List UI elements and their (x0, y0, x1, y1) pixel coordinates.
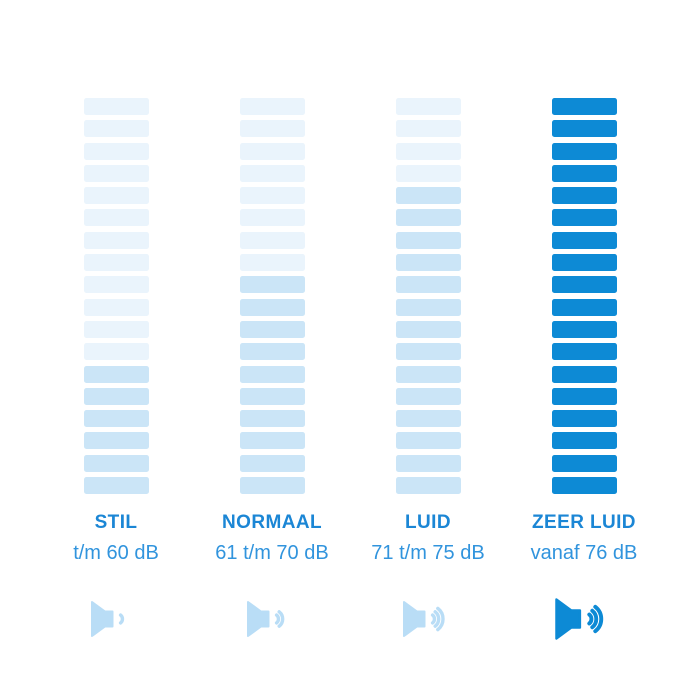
level-segment (551, 387, 617, 405)
level-segment (239, 254, 305, 272)
level-segment (239, 231, 305, 249)
level-column: LUID 71 t/m 75 dB (350, 98, 506, 642)
level-segment (239, 477, 305, 495)
speaker-volume-1-icon (86, 596, 146, 642)
level-segment (83, 387, 149, 405)
level-segment (83, 254, 149, 272)
level-segment (551, 276, 617, 294)
speaker-volume-2-icon (242, 596, 302, 642)
level-segment (395, 187, 461, 205)
level-column: NORMAAL 61 t/m 70 dB (194, 98, 350, 642)
level-segment (551, 254, 617, 272)
segment-stack (83, 98, 149, 495)
level-segment (83, 120, 149, 138)
level-segment (395, 254, 461, 272)
level-segment (83, 432, 149, 450)
level-segment (395, 142, 461, 160)
segment-stack (239, 98, 305, 495)
level-column: STIL t/m 60 dB (38, 98, 194, 642)
level-segment (395, 298, 461, 316)
level-segment (83, 164, 149, 182)
level-column: ZEER LUID vanaf 76 dB (506, 98, 662, 642)
level-segment (239, 343, 305, 361)
level-segment (551, 120, 617, 138)
level-segment (239, 209, 305, 227)
level-segment (239, 98, 305, 115)
level-segment (395, 320, 461, 338)
level-segment (239, 187, 305, 205)
level-segment (83, 187, 149, 205)
level-segment (83, 343, 149, 361)
level-segment (551, 477, 617, 495)
level-segment (551, 365, 617, 383)
levels-row: STIL t/m 60 dB NORMAAL 61 t/m 70 dB LUID… (38, 98, 662, 642)
level-range: 71 t/m 75 dB (371, 542, 485, 565)
level-segment (395, 410, 461, 428)
level-segment (239, 164, 305, 182)
level-segment (239, 410, 305, 428)
segment-stack (395, 98, 461, 495)
level-segment (551, 298, 617, 316)
level-segment (239, 365, 305, 383)
level-segment (395, 120, 461, 138)
level-title: NORMAAL (222, 512, 322, 534)
level-segment (83, 276, 149, 294)
segment-stack (551, 98, 617, 495)
level-title: ZEER LUID (532, 512, 636, 534)
level-segment (83, 477, 149, 495)
level-segment (239, 298, 305, 316)
level-segment (551, 410, 617, 428)
level-segment (551, 164, 617, 182)
level-segment (395, 477, 461, 495)
level-segment (83, 410, 149, 428)
level-segment (83, 209, 149, 227)
level-segment (551, 343, 617, 361)
level-segment (551, 142, 617, 160)
level-range: vanaf 76 dB (530, 542, 638, 565)
level-segment (551, 231, 617, 249)
level-segment (551, 320, 617, 338)
level-segment (239, 432, 305, 450)
level-segment (83, 365, 149, 383)
level-segment (395, 454, 461, 472)
level-segment (83, 98, 149, 115)
level-segment (551, 209, 617, 227)
level-segment (395, 209, 461, 227)
level-segment (395, 276, 461, 294)
level-segment (83, 454, 149, 472)
level-segment (239, 454, 305, 472)
level-range: 61 t/m 70 dB (215, 542, 329, 565)
level-segment (239, 276, 305, 294)
level-title: LUID (405, 512, 451, 534)
level-title: STIL (94, 512, 138, 534)
level-segment (395, 387, 461, 405)
level-segment (395, 432, 461, 450)
level-segment (83, 231, 149, 249)
level-segment (83, 298, 149, 316)
level-segment (239, 387, 305, 405)
level-segment (395, 98, 461, 115)
level-segment (239, 320, 305, 338)
level-segment (395, 365, 461, 383)
level-segment (395, 231, 461, 249)
speaker-volume-3-icon (398, 596, 458, 642)
level-segment (551, 432, 617, 450)
level-segment (551, 98, 617, 115)
level-segment (239, 142, 305, 160)
level-segment (83, 320, 149, 338)
speaker-volume-max-icon (554, 596, 614, 642)
level-segment (395, 343, 461, 361)
level-segment (551, 187, 617, 205)
level-segment (239, 120, 305, 138)
level-range: t/m 60 dB (73, 542, 159, 565)
level-segment (83, 142, 149, 160)
level-segment (551, 454, 617, 472)
level-segment (395, 164, 461, 182)
